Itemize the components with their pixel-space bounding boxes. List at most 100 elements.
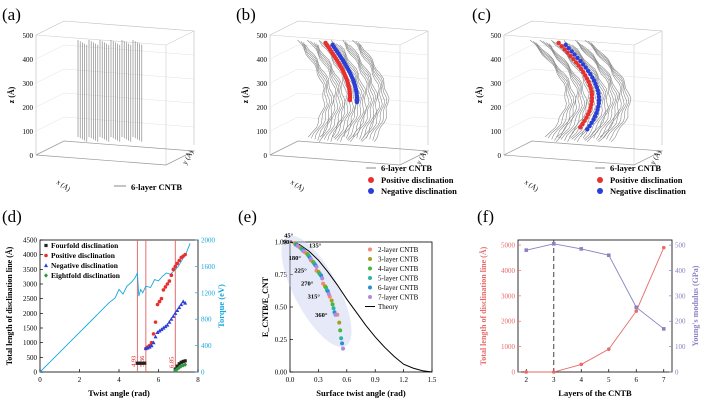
legend-marker-negative	[368, 188, 374, 194]
data-point	[333, 312, 338, 317]
panel-a-legend: 6-layer CNTB	[114, 182, 182, 192]
x-tick-label: 0.6	[342, 376, 351, 384]
positive-point	[177, 258, 182, 263]
grid-line	[269, 44, 299, 60]
negative-point	[147, 344, 152, 349]
grid-line	[297, 44, 429, 56]
x-tick-label: 1.2	[399, 376, 408, 384]
y-right-tick-label: 1600	[201, 263, 216, 271]
x-tick-label: 8	[196, 376, 200, 384]
box-floor	[35, 140, 196, 166]
negative-disclination-point	[596, 101, 601, 106]
negative-point	[153, 334, 158, 339]
x-tick-label: 2	[525, 376, 529, 384]
z-tick-label: 100	[23, 128, 34, 136]
box-edge	[503, 30, 663, 46]
nanotube-line	[310, 40, 338, 139]
nanotube-line	[535, 42, 573, 140]
x-axis-label: Twist angle (rad)	[88, 388, 150, 398]
x-tick-label: 3	[552, 376, 556, 384]
fourfold-point	[141, 361, 145, 365]
angle-label: 180°	[289, 255, 302, 262]
z-axis-label: z (Å)	[241, 86, 250, 103]
negative-point	[157, 328, 162, 333]
z-tick-label: 300	[23, 80, 34, 88]
legend-marker-fourfold	[44, 243, 48, 248]
nanotube-line	[568, 43, 607, 141]
positive-point	[159, 296, 164, 301]
negative-disclination-point	[587, 123, 592, 129]
z-tick-label: 300	[257, 80, 268, 88]
legend-text: 7-layer CNTB	[378, 294, 419, 302]
fourfold-point	[175, 364, 179, 368]
negative-disclination-point	[594, 84, 599, 90]
legend-marker	[368, 285, 372, 290]
legend-text: 2-layer CNTB	[378, 246, 419, 254]
positive-disclination-point	[556, 40, 561, 46]
modulus-line	[526, 243, 665, 330]
data-point	[308, 256, 313, 261]
nanotube-line	[359, 43, 388, 141]
length-point	[551, 370, 556, 374]
z-tick-label: 0	[30, 152, 34, 160]
y-tick-label: 3500	[23, 266, 38, 274]
positive-point	[157, 299, 162, 304]
x-tick-label: 5	[607, 376, 611, 384]
y-tick-label: 4000	[501, 267, 516, 275]
positive-point	[155, 302, 160, 307]
y-right-axis-label: Torque (eV)	[216, 284, 226, 328]
fourfold-point	[143, 361, 147, 365]
legend-text-negative: Negative disclination	[381, 186, 457, 196]
box-edge	[269, 20, 429, 155]
data-point	[340, 341, 345, 346]
y-axis-label: E_CNTB/E_CNT	[261, 276, 270, 337]
x-tick-label: 7	[662, 376, 666, 384]
positive-disclination-point	[573, 60, 579, 65]
grid-line	[63, 116, 195, 128]
legend-text: 6-layer CNTB	[378, 284, 419, 292]
legend-text-positive: Positive disclination	[610, 175, 683, 185]
x-tick-label: 4	[117, 376, 121, 384]
legend-text: 4-layer CNTB	[378, 265, 419, 273]
modulus-point	[551, 242, 556, 246]
negative-point	[155, 330, 160, 334]
legend-text: Eightfold disclination	[51, 271, 121, 280]
angle-label: 360°	[315, 312, 328, 319]
z-tick-label: 200	[23, 104, 34, 112]
legend-marker	[368, 266, 372, 271]
x-axis-label: x (Å)	[55, 178, 72, 194]
legend-text-cntb: 6-layer CNTB	[610, 163, 661, 173]
legend-text-cntb: 6-layer CNTB	[131, 182, 182, 192]
y-right-tick-label: 200	[675, 318, 686, 326]
negative-disclination-point	[596, 94, 602, 100]
y-tick-label: 5000	[501, 242, 516, 250]
positive-point	[169, 273, 174, 278]
nanotube-line	[318, 39, 348, 138]
grid-line	[63, 68, 195, 80]
y-right-tick-label: 400	[201, 342, 212, 350]
x-tick-label: 1.5	[428, 376, 437, 384]
data-point	[314, 264, 319, 269]
z-tick-label: 300	[491, 80, 502, 88]
negative-point	[173, 311, 178, 315]
vline-label: 6.85	[168, 357, 175, 368]
nanotube-line	[316, 43, 344, 141]
legend-marker	[368, 257, 372, 261]
nanotube-line	[307, 39, 336, 138]
legend-marker-positive	[597, 177, 603, 183]
data-point	[339, 336, 344, 341]
y-axis-label: Total length of disclination line (Å)	[479, 246, 488, 365]
x-axis-label: Layers of the CNTB	[558, 388, 632, 398]
nanotube-line	[592, 44, 632, 142]
legend-marker-positive	[44, 253, 48, 258]
nanotube-line	[342, 39, 370, 138]
nanotube-line	[533, 41, 570, 139]
negative-disclination-point	[589, 120, 594, 126]
y-tick-label: 1000	[501, 343, 516, 351]
panel-b-legend: 6-layer CNTB Positive disclination Negat…	[366, 163, 457, 196]
data-point	[320, 276, 325, 281]
positive-disclination-point	[589, 99, 594, 104]
eightfold-point	[183, 362, 188, 367]
